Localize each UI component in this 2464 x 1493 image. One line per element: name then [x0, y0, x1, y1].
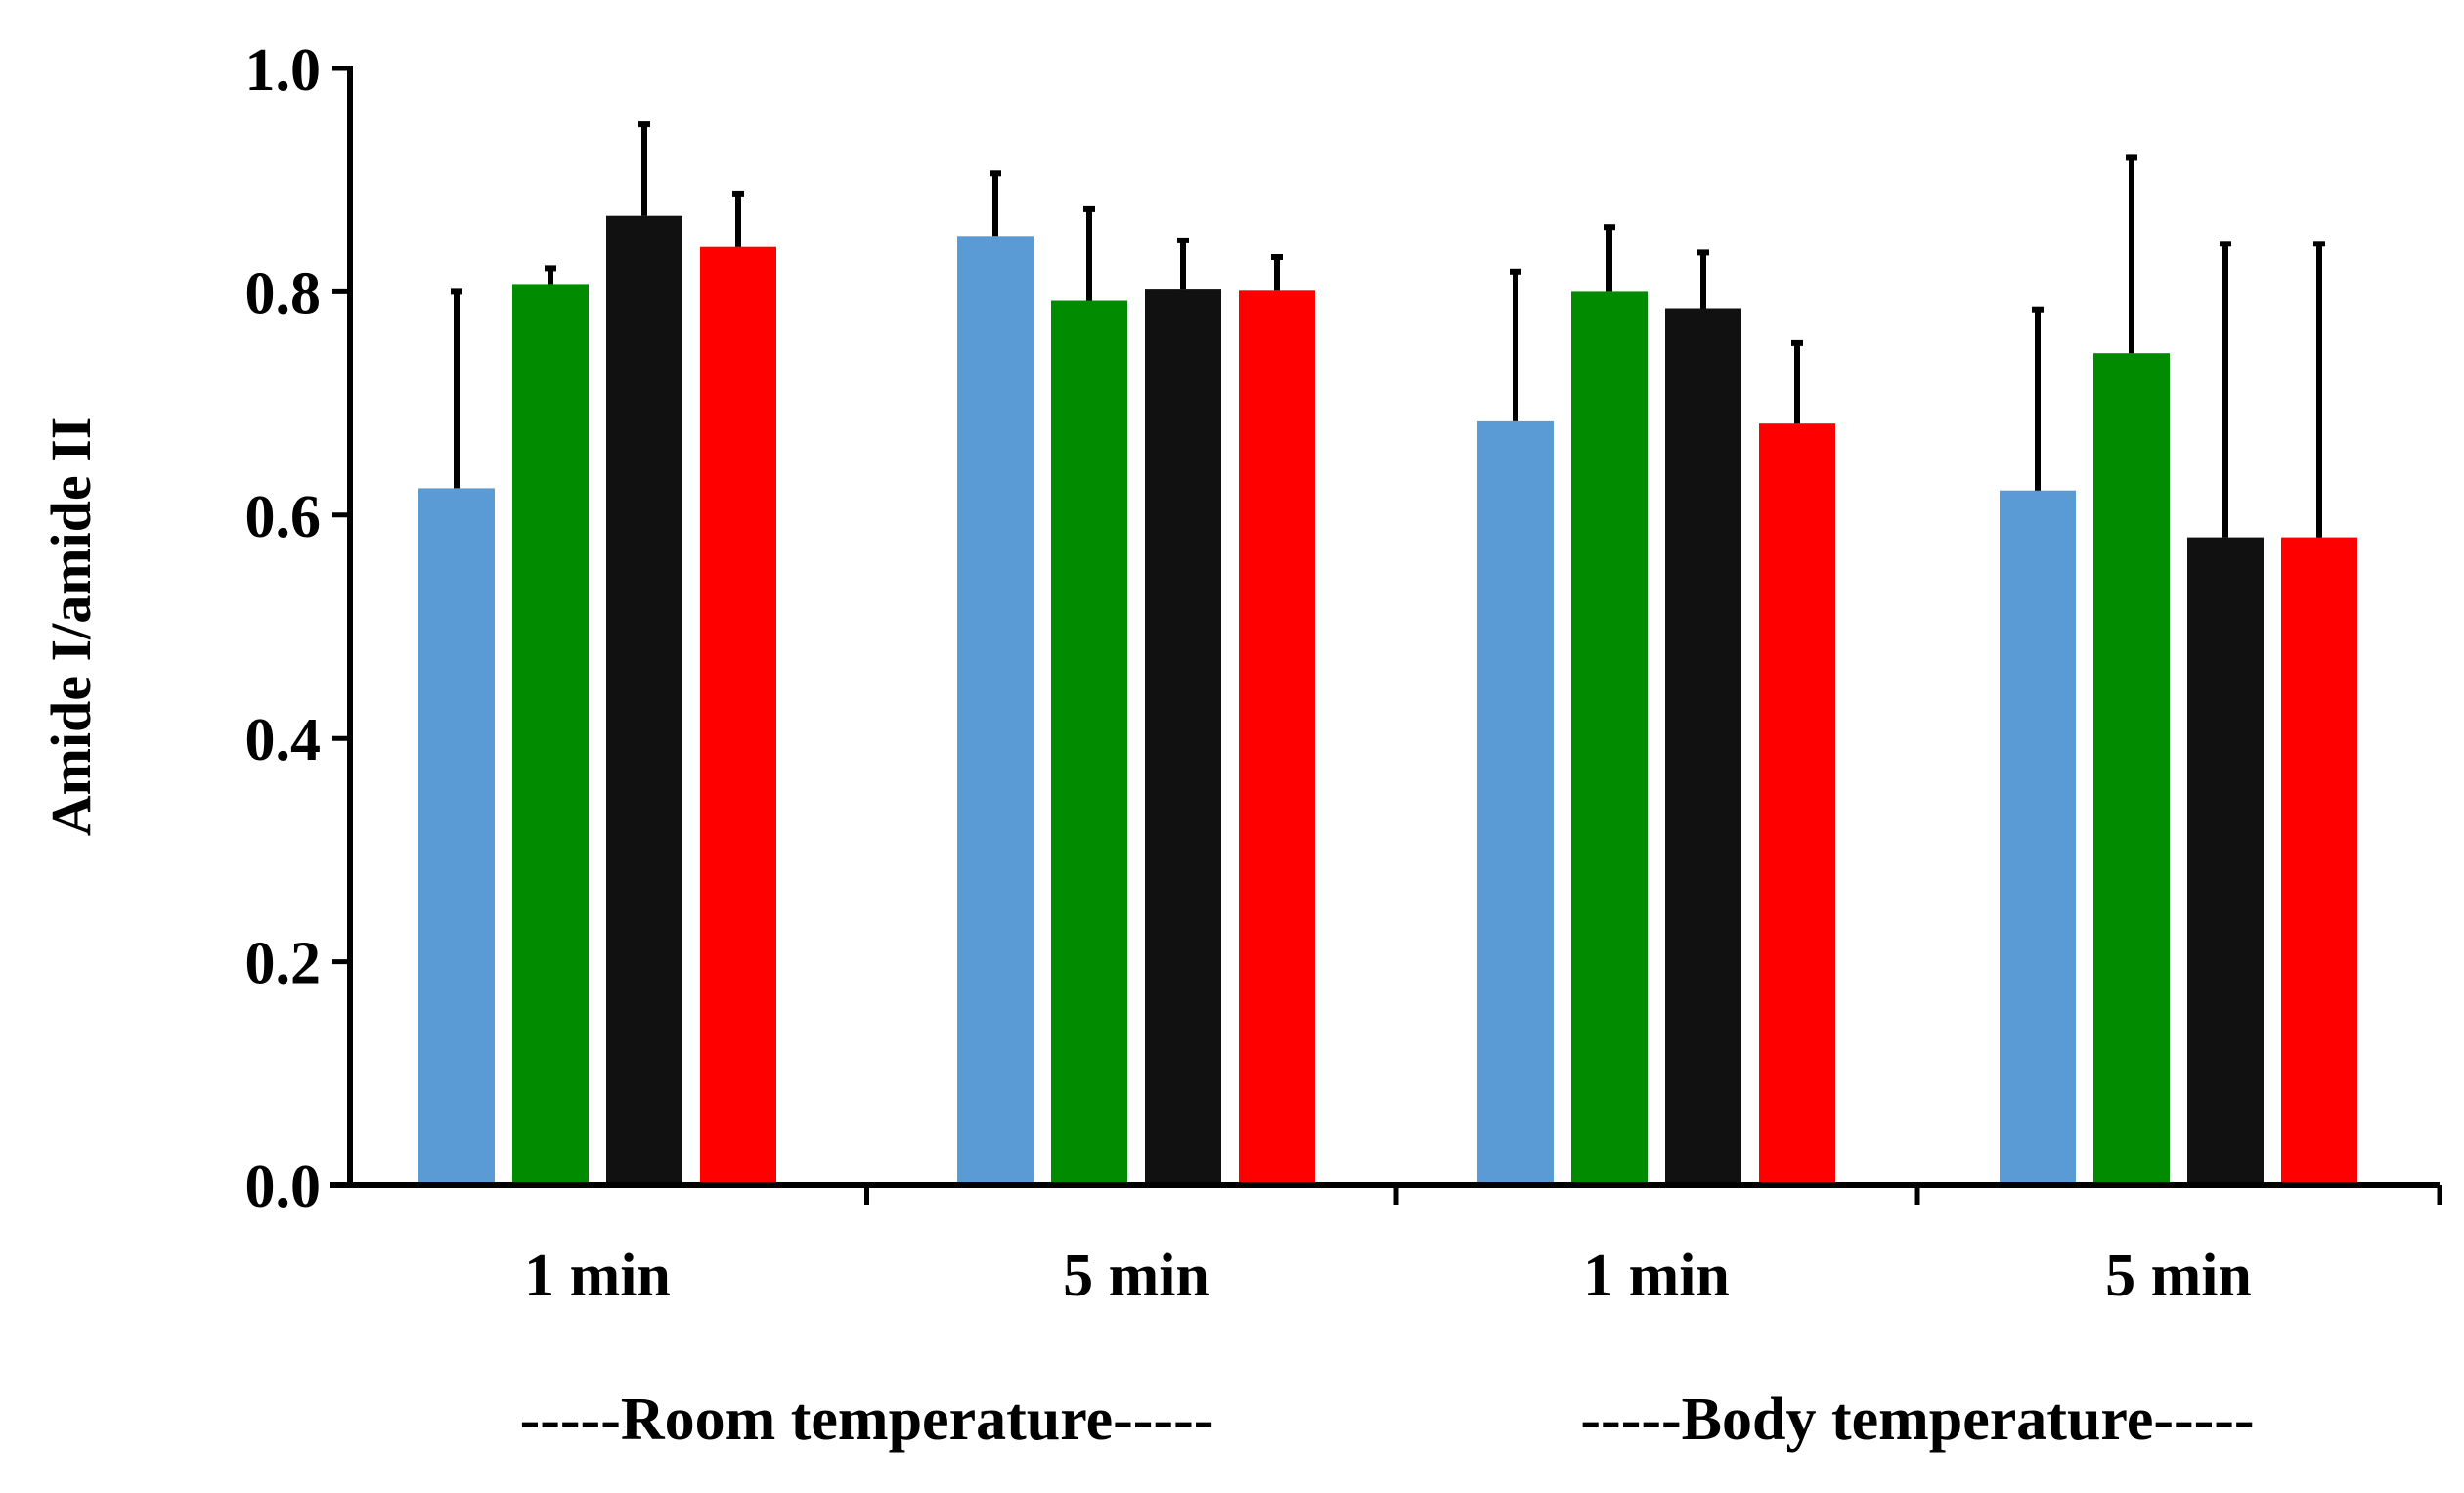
y-tick-label: 0.6 [245, 484, 322, 550]
bar-series-4-cat-4 [2281, 537, 2357, 1185]
bar-series-4-cat-3 [1759, 423, 1835, 1185]
x-tick-label: 5 min [2105, 1243, 2252, 1309]
y-tick-label: 0.0 [245, 1154, 322, 1220]
y-tick-label: 0.8 [245, 260, 322, 327]
bar-series-1-cat-4 [2000, 490, 2076, 1185]
bar-series-2-cat-4 [2093, 353, 2170, 1185]
x-tick-label: 5 min [1063, 1243, 1210, 1309]
bar-series-1-cat-2 [957, 236, 1034, 1186]
error-bars-layer [451, 121, 2325, 538]
y-tick-label: 0.2 [245, 931, 322, 997]
y-tick-label: 0.4 [245, 707, 322, 773]
bars-layer [418, 215, 2357, 1186]
bar-series-4-cat-1 [700, 246, 776, 1185]
bar-series-1-cat-1 [418, 488, 495, 1185]
bar-series-1-cat-3 [1477, 420, 1554, 1185]
bar-series-3-cat-2 [1145, 289, 1221, 1186]
bar-series-3-cat-1 [606, 215, 682, 1185]
bar-series-2-cat-1 [512, 284, 589, 1185]
axes-layer [330, 66, 2442, 1205]
x-tick-label: 1 min [524, 1243, 671, 1309]
y-tick-label: 1.0 [245, 37, 322, 104]
bar-series-2-cat-3 [1571, 291, 1648, 1185]
y-axis-title: Amide I/amide II [39, 417, 103, 837]
labels-layer: 0.0 0.2 0.4 0.6 0.8 1.0 1 min 5 min 1 min 5 min --… [39, 37, 2255, 1453]
bar-series-3-cat-4 [2187, 537, 2264, 1185]
group-label: -----Room temperature----- [520, 1386, 1214, 1453]
x-tick-label: 1 min [1583, 1243, 1730, 1309]
bar-series-2-cat-2 [1051, 300, 1127, 1185]
group-label: -----Body temperature----- [1580, 1386, 2254, 1453]
bar-series-3-cat-3 [1665, 308, 1741, 1185]
bar-series-4-cat-2 [1239, 290, 1315, 1185]
